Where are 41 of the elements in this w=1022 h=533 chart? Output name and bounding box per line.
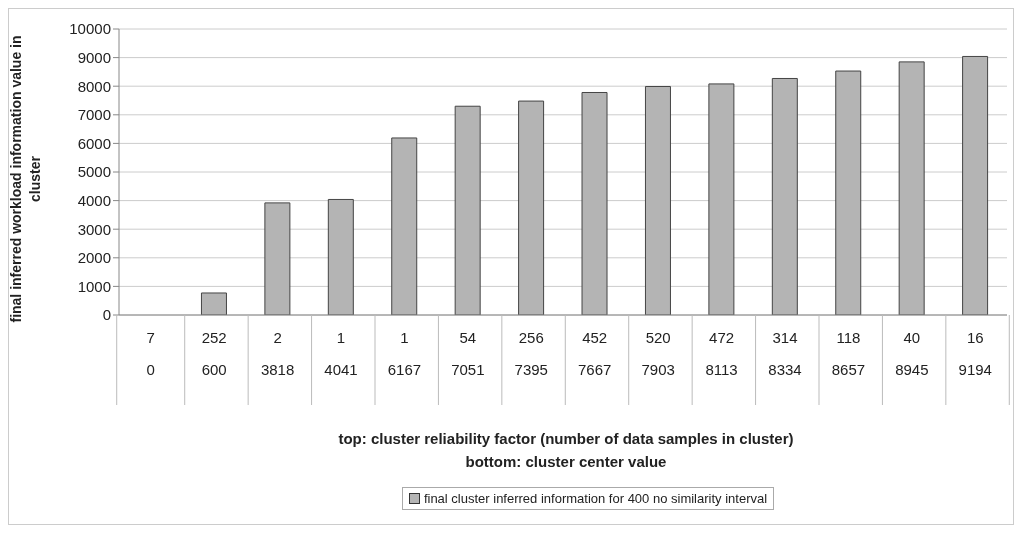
x-tick-label: 472 8113 xyxy=(705,329,738,378)
bar xyxy=(200,292,227,315)
x-tick-label: 118 8657 xyxy=(831,329,866,378)
bar xyxy=(771,77,798,315)
x-tick-label: 314 8334 xyxy=(768,329,802,378)
y-tick-label: 10000 xyxy=(69,20,111,38)
bar xyxy=(264,202,291,315)
x-tick-label: 1 4041 xyxy=(324,329,358,378)
bar xyxy=(518,100,545,315)
bar xyxy=(898,61,925,315)
bar xyxy=(962,55,989,315)
x-tick-label: 256 7395 xyxy=(514,329,548,378)
y-tick-label: 0 xyxy=(102,306,111,324)
x-tick-label: 452 7667 xyxy=(578,329,612,378)
y-tick-label: 3000 xyxy=(77,220,111,238)
x-tick-label: 40 8945 xyxy=(895,329,929,378)
x-tick-label: 520 7903 xyxy=(641,329,675,378)
x-axis-title: top: cluster reliability factor (number of data samples in cluster) bottom: cluster center value xyxy=(337,429,795,472)
y-tick-label: 5000 xyxy=(77,163,111,181)
bar xyxy=(391,137,418,315)
bar xyxy=(708,83,735,315)
x-tick-label: 16 9194 xyxy=(958,329,992,378)
y-axis-title: final inferred workload information value in cluster xyxy=(7,34,44,325)
bar xyxy=(581,91,608,315)
bar xyxy=(644,85,671,315)
x-tick-label: 1 6167 xyxy=(387,329,422,378)
x-tick-label: 252 600 xyxy=(201,329,227,378)
y-tick-label: 4000 xyxy=(77,191,111,209)
y-tick-label: 7000 xyxy=(77,106,111,124)
x-tick-label: 2 3818 xyxy=(260,329,295,378)
bar xyxy=(327,198,354,315)
legend-label: final cluster inferred information for 400 no similarity interval xyxy=(422,491,768,506)
y-tick-label: 6000 xyxy=(77,134,111,152)
y-tick-label: 9000 xyxy=(77,48,111,66)
y-tick-label: 2000 xyxy=(77,249,111,267)
bar xyxy=(454,105,481,315)
y-tick-label: 8000 xyxy=(77,77,111,95)
x-tick-label: 54 7051 xyxy=(451,329,485,378)
bar xyxy=(835,70,862,315)
y-tick-label: 1000 xyxy=(77,277,111,295)
x-tick-label: 7 0 xyxy=(146,329,155,378)
